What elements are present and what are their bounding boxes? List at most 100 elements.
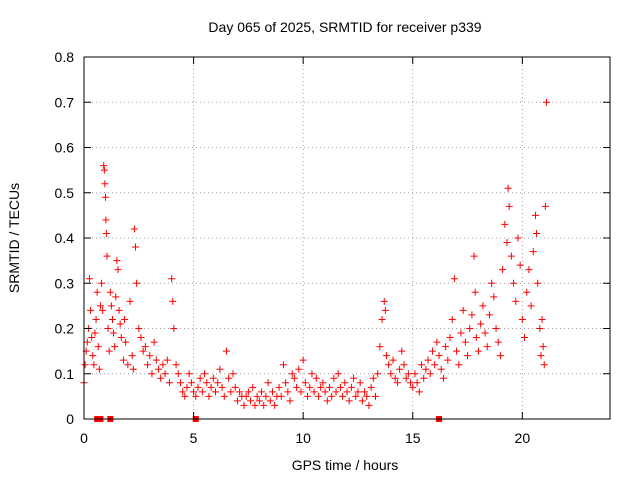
data-point <box>90 361 98 369</box>
data-point <box>207 383 215 391</box>
data-point <box>501 220 509 228</box>
data-point <box>220 392 228 400</box>
data-point <box>407 379 415 387</box>
data-point <box>161 370 169 378</box>
data-point <box>231 383 239 391</box>
data-point <box>492 325 500 332</box>
data-point <box>488 279 496 287</box>
data-point <box>98 279 106 287</box>
y-tick-label: 0.8 <box>55 49 75 65</box>
data-point <box>176 379 184 387</box>
data-point <box>249 383 257 391</box>
data-point <box>398 347 406 355</box>
data-point <box>169 297 177 305</box>
data-point <box>328 392 336 400</box>
data-point <box>192 392 200 400</box>
data-point <box>323 397 331 405</box>
data-point <box>358 397 366 405</box>
data-point <box>426 370 434 378</box>
data-point <box>534 279 542 287</box>
data-point <box>190 388 198 396</box>
data-point <box>499 266 507 274</box>
data-point <box>341 379 349 387</box>
data-point <box>91 329 99 337</box>
y-tick-label: 0.1 <box>55 366 75 382</box>
data-point <box>439 374 447 382</box>
data-point <box>413 379 421 387</box>
data-point <box>115 306 123 314</box>
data-point <box>470 252 478 260</box>
chart-title: Day 065 of 2025, SRMTID for receiver p33… <box>208 19 481 35</box>
data-point <box>385 361 393 369</box>
data-point <box>521 334 529 342</box>
data-point <box>472 334 480 342</box>
data-point <box>345 397 353 405</box>
data-point <box>391 374 399 382</box>
data-point <box>119 356 127 364</box>
data-point <box>96 302 104 310</box>
data-point <box>229 370 237 378</box>
y-tick-label: 0.5 <box>55 185 75 201</box>
data-point <box>139 347 147 355</box>
data-point <box>107 302 115 310</box>
data-point <box>531 211 539 219</box>
data-point <box>148 370 156 378</box>
data-point <box>282 379 290 387</box>
data-point <box>114 266 122 274</box>
x-tick-label: 0 <box>80 430 88 446</box>
data-point <box>258 388 266 396</box>
data-point <box>102 229 110 237</box>
data-point <box>150 338 158 346</box>
data-point <box>108 315 116 323</box>
data-point <box>475 347 482 355</box>
data-point <box>209 374 217 382</box>
data-point <box>157 374 165 382</box>
data-point <box>306 383 314 391</box>
data-point <box>277 392 285 400</box>
data-point <box>279 361 287 369</box>
data-point <box>437 365 445 373</box>
data-point <box>317 383 325 391</box>
data-point <box>135 325 143 332</box>
data-point <box>380 297 388 305</box>
data-point <box>376 343 384 351</box>
data-point <box>393 379 401 387</box>
data-point <box>94 343 102 351</box>
data-point <box>141 343 149 351</box>
y-tick-label: 0.7 <box>55 94 75 110</box>
data-point <box>88 334 96 342</box>
data-point <box>101 193 109 201</box>
data-point <box>494 338 502 346</box>
data-point <box>538 315 546 323</box>
data-points <box>80 98 550 422</box>
data-point <box>514 234 522 242</box>
data-point <box>89 352 97 360</box>
data-point <box>203 379 211 387</box>
data-point <box>411 370 419 378</box>
data-point <box>301 379 309 387</box>
data-point <box>121 315 129 323</box>
data-point <box>255 397 263 405</box>
data-point <box>117 334 125 342</box>
data-point <box>374 370 382 378</box>
data-point <box>343 388 351 396</box>
data-point <box>130 225 138 233</box>
data-point <box>540 361 548 369</box>
data-point <box>354 388 362 396</box>
data-point <box>236 388 244 396</box>
data-point <box>87 306 95 314</box>
data-point <box>268 388 276 396</box>
y-tick-label: 0.4 <box>55 230 75 246</box>
data-point <box>523 288 531 296</box>
data-point <box>400 361 408 369</box>
data-point <box>196 374 204 382</box>
data-point <box>159 361 167 369</box>
data-point <box>481 329 489 337</box>
data-point <box>350 374 358 382</box>
data-point <box>155 365 163 373</box>
data-point <box>103 252 111 260</box>
data-point <box>122 338 130 346</box>
data-point <box>389 356 397 364</box>
data-point <box>132 243 140 251</box>
